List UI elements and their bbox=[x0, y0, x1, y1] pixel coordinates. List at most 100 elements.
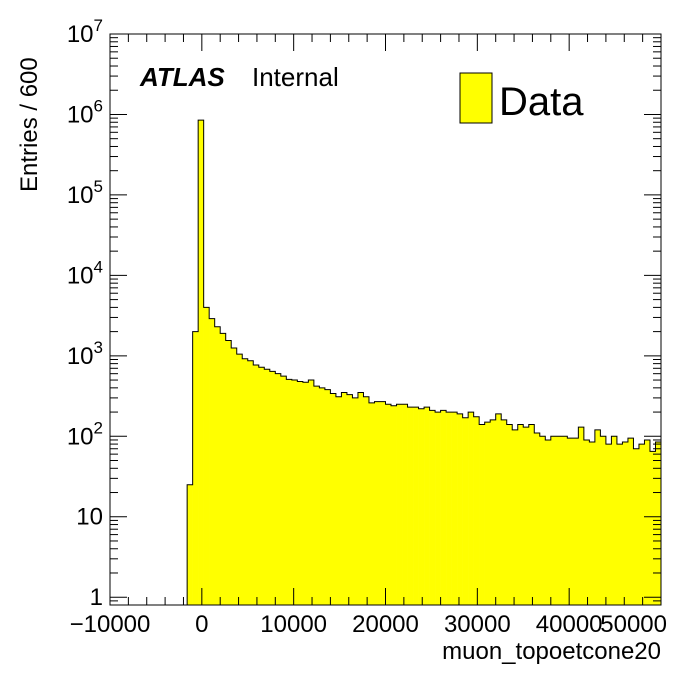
histogram-bin bbox=[424, 407, 430, 605]
x-axis-title: muon_topoetcone20 bbox=[442, 638, 661, 665]
histogram-bin bbox=[501, 419, 508, 605]
histogram-bin bbox=[220, 333, 227, 605]
histogram-bin bbox=[374, 401, 381, 605]
x-tick-label: 50000 bbox=[600, 611, 667, 638]
x-tick-label: 30000 bbox=[444, 611, 511, 638]
histogram-outline bbox=[186, 119, 661, 605]
histogram-bin bbox=[435, 412, 441, 605]
histogram-bin bbox=[302, 382, 309, 605]
histogram-bin bbox=[396, 404, 403, 605]
histogram-bin bbox=[407, 407, 414, 605]
y-tick-labels: 1 10 102 103 104 105 106 107 bbox=[67, 16, 103, 611]
x-tick-label: 40000 bbox=[536, 611, 603, 638]
y-axis-title: Entries / 600 bbox=[16, 57, 43, 192]
histogram-bin bbox=[363, 396, 370, 605]
histogram-bin bbox=[319, 387, 326, 605]
histogram-bin bbox=[286, 379, 293, 605]
histogram-bin bbox=[622, 441, 629, 605]
histogram-bin bbox=[506, 424, 513, 605]
y-tick-label: 102 bbox=[67, 418, 103, 450]
histogram-bin bbox=[616, 444, 623, 605]
histogram-bin bbox=[517, 424, 524, 605]
x-tick-label: 0 bbox=[195, 611, 208, 638]
histogram-bin bbox=[275, 373, 282, 605]
histogram-bin bbox=[572, 438, 579, 605]
histogram-bin bbox=[512, 429, 519, 605]
histogram-bin bbox=[589, 441, 596, 605]
histogram-bin bbox=[578, 427, 585, 605]
histogram-bin bbox=[187, 484, 193, 605]
histogram-bin bbox=[258, 367, 265, 605]
axis-ticks-layer bbox=[109, 33, 662, 606]
histogram-bin bbox=[495, 413, 502, 605]
legend-swatch-data bbox=[459, 72, 493, 124]
y-tick-label: 107 bbox=[67, 16, 103, 48]
histogram-bin bbox=[479, 424, 485, 605]
histogram-bin bbox=[192, 331, 199, 605]
histogram-bin bbox=[429, 410, 436, 605]
histogram-bin bbox=[627, 438, 634, 605]
histogram-bin bbox=[600, 436, 607, 605]
histogram-bin bbox=[330, 393, 337, 605]
histogram-bin bbox=[368, 402, 375, 605]
histogram-bin bbox=[594, 429, 601, 605]
x-tick-label: 20000 bbox=[352, 611, 419, 638]
histogram-bin bbox=[291, 380, 298, 605]
histogram-bin bbox=[451, 412, 458, 605]
histogram-bin bbox=[385, 404, 392, 605]
histogram-bin bbox=[556, 436, 563, 605]
histogram-bin bbox=[484, 422, 491, 605]
histogram-bin bbox=[440, 410, 447, 605]
histogram-bin bbox=[269, 371, 276, 605]
histogram-bin bbox=[413, 407, 419, 605]
histogram-bin bbox=[280, 376, 287, 605]
histogram-bin bbox=[539, 436, 546, 605]
legend-label-data: Data bbox=[499, 80, 584, 124]
histogram-bin bbox=[214, 326, 221, 605]
x-tick-label: 10000 bbox=[260, 611, 327, 638]
y-tick-label: 106 bbox=[67, 96, 103, 128]
y-tick-label: 10 bbox=[76, 504, 103, 531]
histogram-bin bbox=[308, 380, 315, 605]
y-tick-label: 104 bbox=[67, 257, 103, 289]
histogram-bin bbox=[611, 436, 618, 605]
histogram-bin bbox=[402, 404, 408, 605]
histogram-bin bbox=[198, 120, 204, 606]
histogram-bin bbox=[264, 369, 271, 605]
y-tick-label: 105 bbox=[67, 177, 103, 209]
histogram-bin bbox=[242, 358, 249, 605]
histogram-bin bbox=[523, 427, 530, 605]
histogram-bin bbox=[313, 386, 320, 605]
histogram-bin bbox=[324, 389, 331, 605]
plot-frame bbox=[109, 33, 662, 606]
histogram-bin bbox=[253, 364, 260, 605]
histogram-bin bbox=[545, 439, 552, 605]
histogram-bin bbox=[236, 354, 243, 605]
histogram-bin bbox=[457, 413, 463, 605]
histogram-bin bbox=[231, 348, 238, 605]
histogram-bin bbox=[297, 381, 304, 605]
histogram-bin bbox=[649, 451, 656, 605]
histogram-bin bbox=[655, 441, 662, 605]
histogram-bin bbox=[583, 439, 590, 605]
histogram-bin bbox=[462, 417, 469, 605]
histogram-bin bbox=[550, 436, 557, 605]
histogram-bin bbox=[633, 448, 640, 605]
histogram-bin bbox=[357, 392, 364, 605]
histogram-bin bbox=[638, 444, 645, 605]
histogram-bin bbox=[346, 394, 353, 605]
y-tick-label: 1 bbox=[90, 584, 103, 611]
histogram-bin bbox=[567, 438, 574, 605]
histogram-bin bbox=[605, 444, 612, 605]
histogram-bin bbox=[468, 412, 474, 605]
y-tick-label: 103 bbox=[67, 338, 103, 370]
histogram-bin bbox=[473, 416, 480, 605]
histogram-bin bbox=[391, 405, 397, 605]
histogram-bin bbox=[209, 318, 215, 605]
histogram-bin bbox=[528, 424, 535, 605]
histogram-bin bbox=[644, 439, 651, 605]
histogram-bin bbox=[225, 340, 232, 605]
